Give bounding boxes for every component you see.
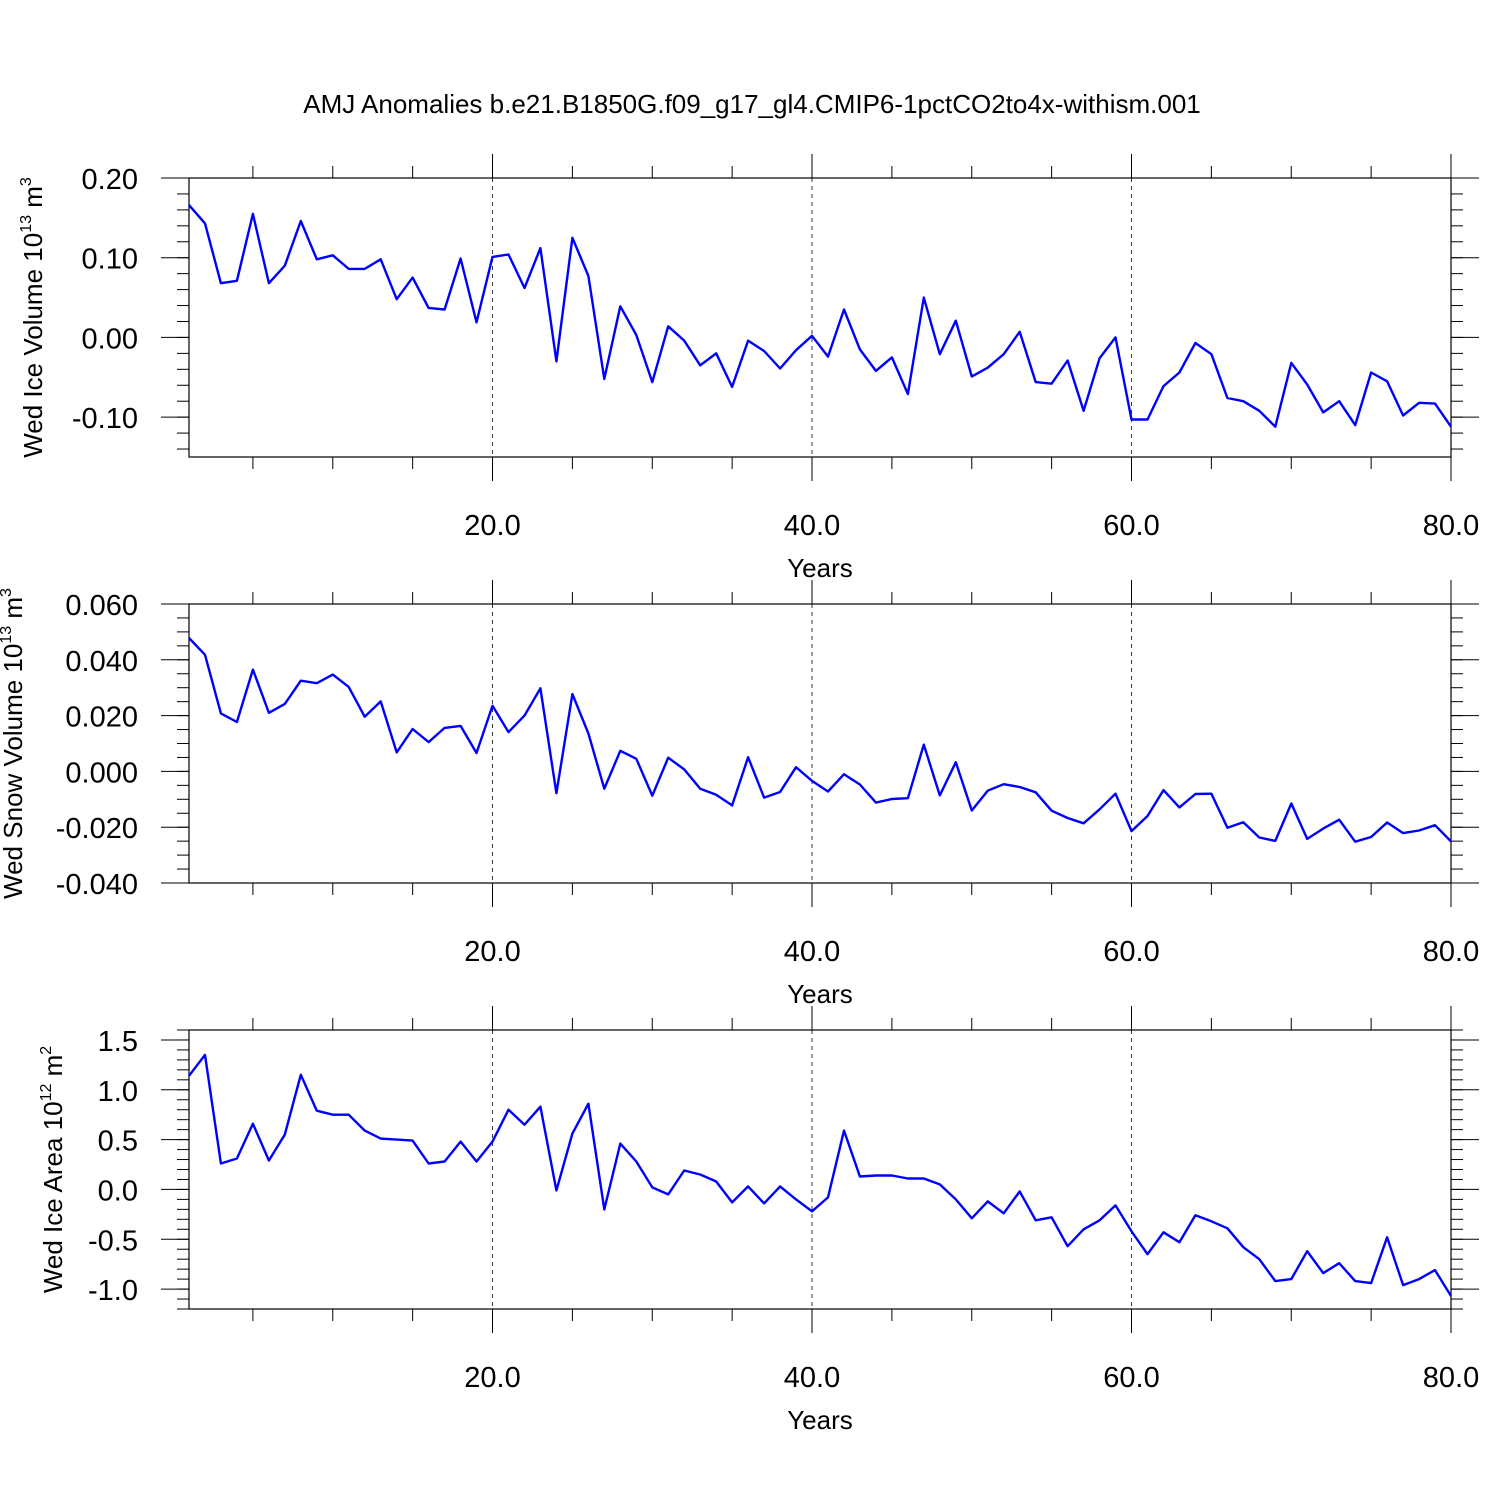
x-tick-label: 60.0 <box>1103 510 1159 542</box>
y-axis-title: Wed Ice Area 1012 m2 <box>38 1046 68 1293</box>
y-tick-label: 1.0 <box>98 1076 138 1108</box>
y-tick-label: -0.10 <box>72 403 138 435</box>
x-tick-label: 40.0 <box>784 1362 840 1394</box>
plot-frame <box>188 1029 1452 1310</box>
panel-3: 1.5 1.0 0.5 0.0 -0.5 -1.0 20.0 40.0 60.0 80.0 Year… <box>38 1006 1479 1435</box>
y-tick-label: -0.040 <box>56 869 138 901</box>
x-tick-label: 20.0 <box>464 510 520 542</box>
x-tick-label: 20.0 <box>464 936 520 968</box>
x-tick-label: 80.0 <box>1423 1362 1479 1394</box>
plot-frame <box>188 177 1452 458</box>
panel-1: 0.20 0.10 0.00 -0.10 20.0 40.0 60.0 80.0 Years We… <box>18 154 1479 583</box>
y-tick-label: 0.5 <box>98 1126 138 1158</box>
chart-title: AMJ Anomalies b.e21.B1850G.f09_g17_gl4.C… <box>303 89 1200 119</box>
x-tick-label: 40.0 <box>784 510 840 542</box>
y-tick-label: 0.060 <box>65 590 138 622</box>
series-line <box>188 637 1452 843</box>
x-tick-label: 40.0 <box>784 936 840 968</box>
x-tick-label: 80.0 <box>1423 510 1479 542</box>
y-tick-label: 0.000 <box>65 757 138 789</box>
x-axis-title: Years <box>787 1405 853 1435</box>
y-tick-label: 0.00 <box>82 323 138 355</box>
y-tick-label: 0.040 <box>65 646 138 678</box>
y-tick-label: -0.5 <box>88 1225 138 1257</box>
plot-frame <box>188 603 1452 884</box>
x-tick-label: 80.0 <box>1423 936 1479 968</box>
y-tick-label: 0.0 <box>98 1175 138 1207</box>
y-tick-label: -1.0 <box>88 1275 138 1307</box>
y-tick-label: 0.20 <box>82 164 138 196</box>
x-tick-label: 60.0 <box>1103 936 1159 968</box>
panel-2: 0.060 0.040 0.020 0.000 -0.020 -0.040 20.0 40.0… <box>0 580 1479 1009</box>
x-tick-label: 60.0 <box>1103 1362 1159 1394</box>
x-axis-title: Years <box>787 979 853 1009</box>
panels: 0.20 0.10 0.00 -0.10 20.0 40.0 60.0 80.0 Years We… <box>0 154 1479 1435</box>
x-axis-title: Years <box>787 553 853 583</box>
y-axis-title: Wed Ice Volume 1013 m3 <box>18 177 48 458</box>
y-axis-title: Wed Snow Volume 1013 m3 <box>0 588 28 899</box>
series-line <box>188 1053 1453 1297</box>
y-tick-label: -0.020 <box>56 813 138 845</box>
y-tick-label: 0.10 <box>82 244 138 276</box>
y-tick-label: 0.020 <box>65 702 138 734</box>
y-tick-label: 1.5 <box>98 1026 138 1058</box>
x-tick-label: 20.0 <box>464 1362 520 1394</box>
series-line <box>188 204 1452 428</box>
